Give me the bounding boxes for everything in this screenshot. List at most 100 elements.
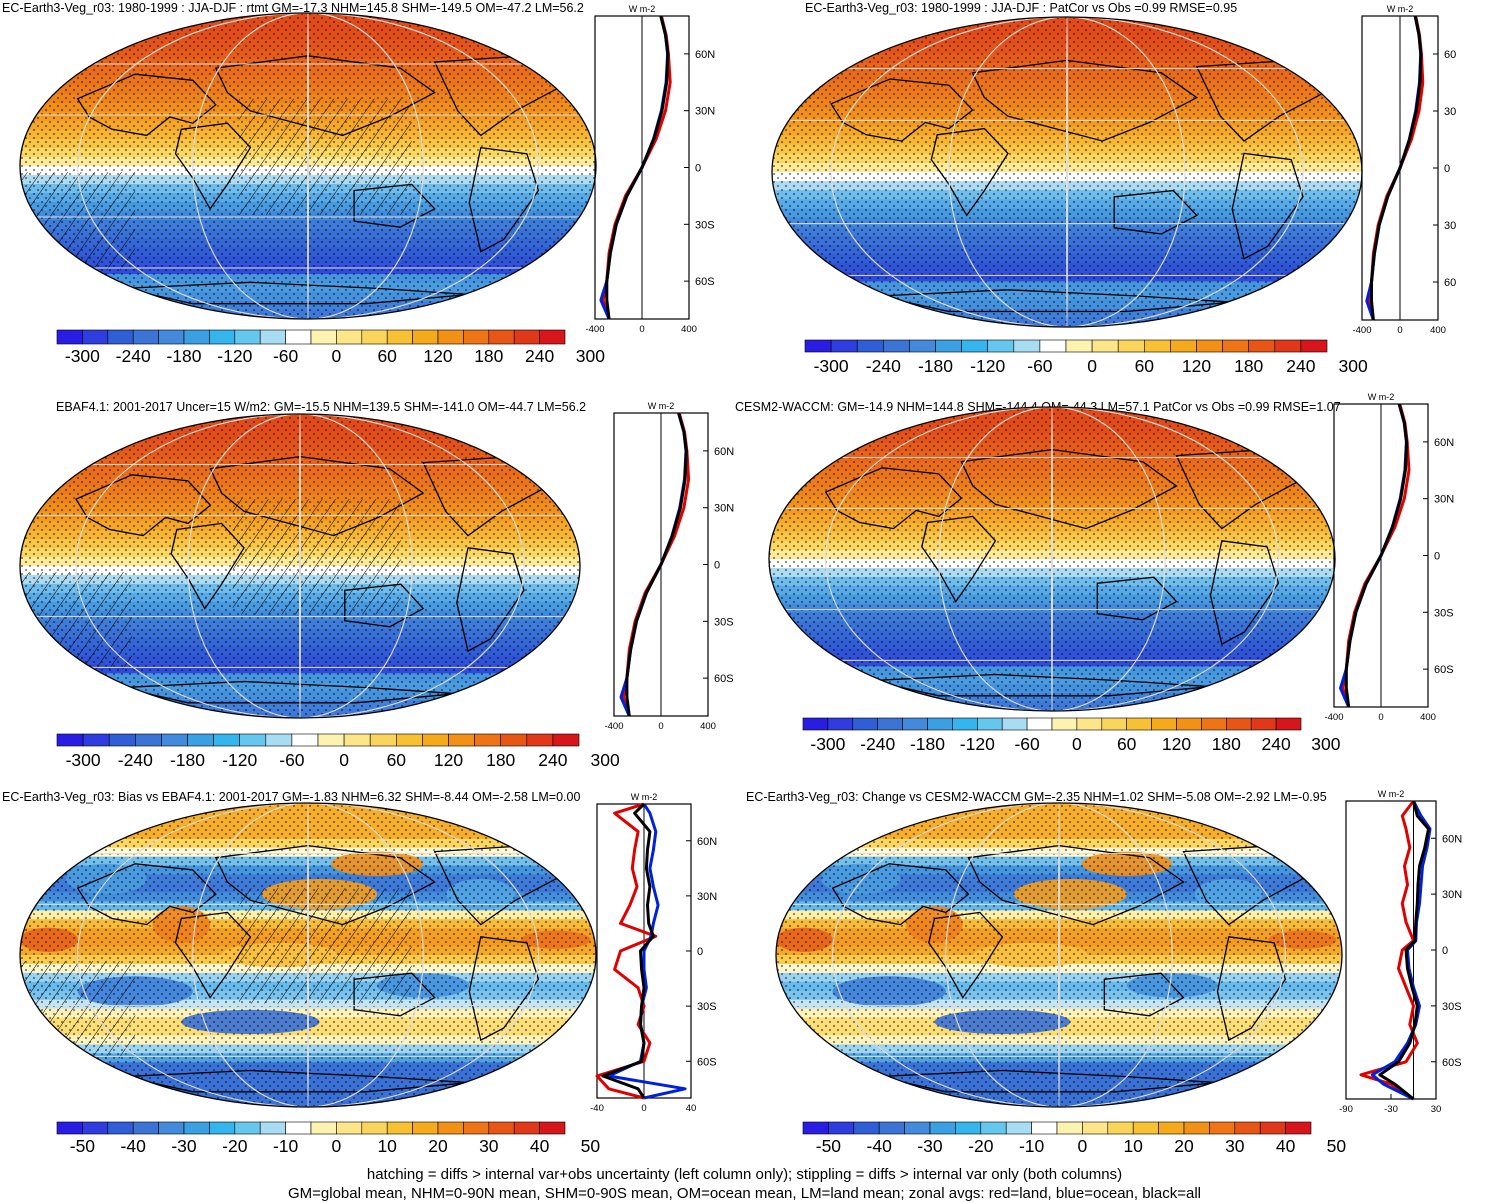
map-outline: [775, 802, 1343, 1108]
colorbar-box: [902, 717, 928, 731]
colorbar-box: [291, 733, 319, 747]
colorbar-box: [183, 329, 210, 345]
zonal-ocean-line: [1339, 403, 1408, 708]
colorbar-box: [1076, 717, 1103, 731]
colorbar-tick-label: -50: [70, 1136, 96, 1156]
zonal-y-tick-label: 60S: [714, 673, 734, 685]
colorbar-box: [183, 1121, 210, 1135]
colorbar-tick-label: -30: [171, 1136, 197, 1156]
zonal-y-tick-label: 0: [697, 946, 703, 958]
colorbar: -300 -240 -180 -120 -60 0 60 120 180 240 300: [802, 717, 1341, 754]
coastline: [1216, 936, 1287, 1042]
hatching-overlay: [232, 499, 401, 615]
colorbar-tick-label: -20: [968, 1136, 994, 1156]
zonal-mean-panel: W m-2 -400 0 400 60N 30N 0 30S 60S: [1324, 392, 1454, 723]
colorbar-box: [552, 733, 580, 747]
colorbar-box: [802, 717, 829, 731]
colorbar-tick-label: 240: [525, 346, 554, 366]
colorbar-tick-label: -10: [273, 1136, 299, 1156]
colorbar-tick-label: 240: [1261, 734, 1290, 754]
graticule-lon: [192, 13, 424, 319]
colorbar-tick-label: 120: [1162, 734, 1191, 754]
colorbar-box: [1151, 717, 1177, 731]
map-outline: [19, 802, 597, 1108]
zonal-y-tick-label: 60N: [695, 49, 715, 61]
colorbar: -300 -240 -180 -120 -60 0 60 120 180 240 300: [56, 733, 620, 770]
colorbar-tick-label: -300: [65, 346, 100, 366]
colorbar-tick-label: 180: [486, 750, 515, 770]
colorbar-box: [82, 1121, 109, 1135]
colorbar-box: [187, 733, 214, 747]
colorbar-box: [474, 733, 502, 747]
colorbar-box: [1259, 1121, 1286, 1135]
zonal-x-tick-label: 0: [1397, 325, 1402, 336]
graticule-lon: [948, 17, 1186, 327]
graticule-lon: [192, 803, 424, 1107]
coastline: [214, 844, 436, 926]
graticule-lon: [77, 13, 539, 319]
colorbar-tick-label: -120: [217, 346, 252, 366]
zonal-land-line: [1367, 15, 1425, 321]
colorbar-box: [952, 717, 978, 731]
zonal-y-tick-label: 30S: [695, 219, 715, 231]
colorbar-tick-label: 10: [1123, 1136, 1143, 1156]
graticule-lon: [832, 803, 1286, 1107]
colorbar-box: [1091, 339, 1119, 353]
colorbar-box: [209, 1121, 236, 1135]
coastline: [930, 127, 1009, 217]
graticule-lon: [825, 407, 1279, 711]
zonal-y-tick-label: 30S: [1442, 1001, 1462, 1013]
hatching-overlay: [20, 572, 132, 670]
zonal-unit-label: W m-2: [1378, 789, 1405, 799]
colorbar-box: [1031, 1121, 1058, 1135]
map-field: [772, 17, 1362, 327]
zonal-x-tick-label: 400: [1430, 325, 1446, 336]
colorbar-box: [1001, 717, 1028, 731]
zonal-x-tick-label: -400: [604, 721, 623, 732]
colorbar-tick-label: 300: [590, 750, 619, 770]
zonal-axes-frame: [1345, 800, 1437, 1100]
colorbar-box: [1117, 339, 1145, 353]
zonal-mean-panel: W m-2 -40 0 40 60N 30N 0 30S 60S: [590, 792, 717, 1114]
colorbar-box: [513, 329, 540, 345]
colorbar-box: [1013, 339, 1041, 353]
colorbar-box: [343, 733, 371, 747]
graticule-lon: [938, 407, 1166, 711]
zonal-land-line: [1341, 403, 1411, 708]
colorbar-box: [285, 1121, 312, 1135]
colorbar-box: [500, 733, 528, 747]
colorbar-tick-label: 180: [1234, 356, 1263, 376]
graticule-lon: [187, 414, 413, 718]
colorbar-tick-label: 0: [339, 750, 349, 770]
zonal-x-tick-label: 400: [700, 721, 716, 732]
colorbar-tick-label: 180: [474, 346, 503, 366]
colorbar-tick-label: -300: [814, 356, 849, 376]
coastline: [831, 863, 970, 926]
coastline: [353, 972, 436, 1017]
colorbar-box: [1082, 1121, 1109, 1135]
colorbar-box: [955, 1121, 982, 1135]
zonal-y-tick-label: 30N: [697, 891, 717, 903]
colorbar-tick-label: -30: [917, 1136, 943, 1156]
zonal-x-tick-label: 30: [1431, 1104, 1442, 1115]
zonal-x-tick-label: 0: [658, 721, 663, 732]
footer-line-1: hatching = diffs > internal var+obs unce…: [366, 1166, 1123, 1183]
colorbar-tick-label: 30: [1225, 1136, 1245, 1156]
colorbar-box: [161, 733, 188, 747]
coastline: [170, 522, 245, 610]
colorbar-box: [827, 717, 854, 731]
panel-title: EC-Earth3-Veg_r03: Bias vs EBAF4.1: 2001…: [2, 790, 580, 804]
colorbar-tick-label: 120: [434, 750, 463, 770]
colorbar-box: [463, 1121, 490, 1135]
zonal-all-line: [601, 802, 655, 1099]
coastline: [1103, 972, 1185, 1017]
colorbar-tick-label: 60: [377, 346, 397, 366]
zonal-y-tick-label: 0: [1444, 163, 1450, 175]
colorbar-box: [386, 1121, 413, 1135]
zonal-unit-label: W m-2: [1387, 4, 1414, 14]
zonal-y-tick-label: 30: [1444, 106, 1456, 118]
colorbar-box: [1170, 339, 1197, 353]
colorbar-box: [56, 1121, 83, 1135]
graticule-lon: [77, 803, 539, 1107]
colorbar-box: [56, 733, 84, 747]
